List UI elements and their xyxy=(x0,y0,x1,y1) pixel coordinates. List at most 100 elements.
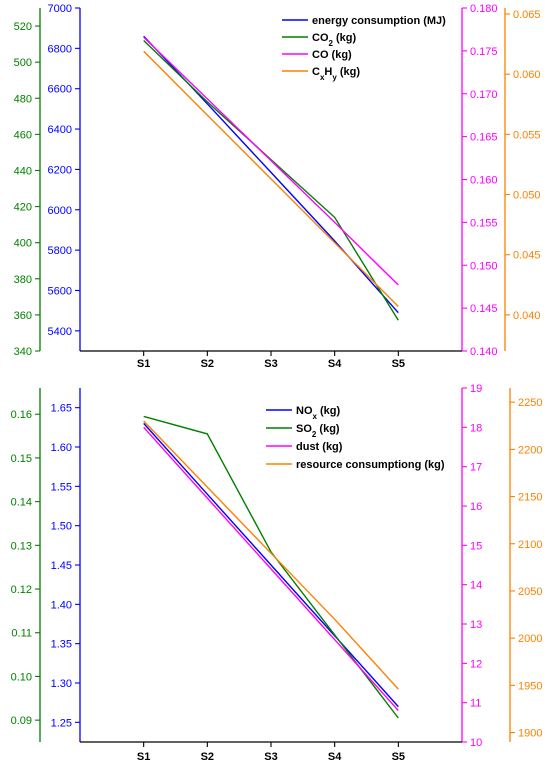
y-axis-co2: 340 360 380 400 420 440 460 480 500 520 xyxy=(14,8,41,358)
x-tick-label: S4 xyxy=(328,358,342,370)
y-tick-label: 400 xyxy=(14,238,32,250)
y-tick-label: 1.30 xyxy=(51,678,72,690)
series-line-4 xyxy=(143,50,399,307)
y-tick-label: 0.15 xyxy=(11,453,32,465)
y-tick-label: 460 xyxy=(14,129,32,141)
y-tick-label: 7000 xyxy=(48,3,72,15)
y-tick-label: 10 xyxy=(470,737,482,749)
y-tick-label: 18 xyxy=(470,422,482,434)
y-tick-label: 6800 xyxy=(48,43,72,55)
series-line-2 xyxy=(143,39,399,321)
x-tick-label: S2 xyxy=(201,358,214,370)
y-tick-label: 1.65 xyxy=(51,403,72,415)
y-tick-label: 1950 xyxy=(518,680,542,692)
y-axis-co: 0.140 0.145 0.150 0.155 0.160 0.165 0.170 0.175… xyxy=(461,3,498,358)
y-tick-label: 1900 xyxy=(518,728,542,740)
y-tick-label: 15 xyxy=(470,540,482,552)
legend-item-1: energy consumption (MJ) xyxy=(282,15,446,27)
y-tick-label: 5400 xyxy=(48,326,72,338)
y-axis-dust: 10 11 12 13 14 15 16 17 18 19 xyxy=(461,383,482,749)
y-tick-label: 6400 xyxy=(48,124,72,136)
series-line-4 xyxy=(143,420,399,690)
x-tick-label: S4 xyxy=(328,751,342,763)
y-tick-label: 2200 xyxy=(518,444,542,456)
legend: energy consumption (MJ) CO2 (kg)CO (kg) Cx… xyxy=(282,15,446,82)
y-axis-cxhy: 0.040 0.045 0.050 0.055 0.060 0.065 xyxy=(504,8,541,351)
x-tick-label: S1 xyxy=(137,751,150,763)
y-tick-label: 6000 xyxy=(48,205,72,217)
y-tick-label: 5600 xyxy=(48,285,72,297)
y-tick-label: 0.050 xyxy=(513,190,541,202)
y-tick-label: 0.065 xyxy=(513,9,541,21)
y-tick-label: 1.25 xyxy=(51,717,72,729)
y-tick-label: 16 xyxy=(470,501,482,513)
y-tick-label: 0.09 xyxy=(11,715,32,727)
x-tick-label: S1 xyxy=(137,358,150,370)
y-tick-label: 0.12 xyxy=(11,584,32,596)
legend-item-3: CO (kg) xyxy=(282,49,352,61)
y-tick-label: 13 xyxy=(470,619,482,631)
x-axis: S1 S2 S3 S4 S5 xyxy=(80,350,462,370)
x-tick-label: S5 xyxy=(392,751,405,763)
legend: NOx (kg) SO2 (kg) dust (kg) resource consum… xyxy=(266,405,445,471)
y-tick-label: 17 xyxy=(470,462,482,474)
x-tick-label: S5 xyxy=(392,358,405,370)
legend-label: resource consumptiong (kg) xyxy=(296,459,445,471)
y-tick-label: 0.160 xyxy=(470,175,498,187)
y-tick-label: 0.060 xyxy=(513,69,541,81)
y-tick-label: 11 xyxy=(470,698,481,710)
y-tick-label: 0.155 xyxy=(470,217,498,229)
legend-label: CxHy (kg) xyxy=(312,66,360,82)
legend-label: NOx (kg) xyxy=(296,405,341,421)
y-tick-label: 6200 xyxy=(48,164,72,176)
legend-label: energy consumption (MJ) xyxy=(312,15,446,27)
y-tick-label: 1.40 xyxy=(51,599,72,611)
y-tick-label: 0.14 xyxy=(11,497,32,509)
y-tick-label: 0.170 xyxy=(470,89,498,101)
y-tick-label: 2000 xyxy=(518,633,542,645)
series-line-3 xyxy=(143,426,399,711)
y-tick-label: 14 xyxy=(470,580,482,592)
legend-label: CO2 (kg) xyxy=(312,32,357,48)
chart-1: 340 360 380 400 420 440 460 480 500 520 5400 5600 58… xyxy=(14,3,541,370)
legend-item-4: CxHy (kg) xyxy=(282,66,360,82)
legend-label: dust (kg) xyxy=(296,441,343,453)
x-tick-label: S3 xyxy=(264,751,277,763)
legend-item-2: CO2 (kg) xyxy=(282,32,357,48)
y-axis-so2: 0.09 0.10 0.11 0.12 0.13 0.14 0.15 0.16 xyxy=(11,388,41,742)
x-tick-label: S2 xyxy=(201,751,214,763)
y-tick-label: 1.60 xyxy=(51,442,72,454)
y-tick-label: 2100 xyxy=(518,539,542,551)
legend-item-4: resource consumptiong (kg) xyxy=(266,459,445,471)
series-line-3 xyxy=(143,36,399,286)
legend-label: SO2 (kg) xyxy=(296,423,340,439)
y-tick-label: 1.50 xyxy=(51,521,72,533)
legend-label: CO (kg) xyxy=(312,49,352,61)
y-axis-nox: 1.25 1.30 1.35 1.40 1.45 1.50 1.55 1.60 1.65 xyxy=(51,388,81,742)
y-tick-label: 500 xyxy=(14,57,32,69)
y-tick-label: 12 xyxy=(470,658,482,670)
y-axis-resource: 1900 1950 2000 2050 2100 2150 2200 2250 xyxy=(509,388,542,742)
y-tick-label: 19 xyxy=(470,383,482,395)
y-tick-label: 0.175 xyxy=(470,46,498,58)
y-tick-label: 380 xyxy=(14,274,32,286)
y-tick-label: 0.045 xyxy=(513,250,541,262)
y-tick-label: 1.55 xyxy=(51,481,72,493)
legend-item-1: NOx (kg) xyxy=(266,405,341,421)
y-tick-label: 360 xyxy=(14,310,32,322)
y-tick-label: 0.055 xyxy=(513,129,541,141)
y-tick-label: 0.16 xyxy=(11,409,32,421)
y-tick-label: 0.145 xyxy=(470,303,498,315)
y-tick-label: 0.150 xyxy=(470,260,498,272)
y-tick-label: 0.165 xyxy=(470,132,498,144)
x-tick-label: S3 xyxy=(264,358,277,370)
y-tick-label: 0.10 xyxy=(11,671,32,683)
x-axis: S1 S2 S3 S4 S5 xyxy=(80,741,462,763)
y-tick-label: 2050 xyxy=(518,586,542,598)
y-tick-label: 0.040 xyxy=(513,310,541,322)
series-line-1 xyxy=(143,422,399,708)
legend-item-2: SO2 (kg) xyxy=(266,423,340,439)
y-tick-label: 6600 xyxy=(48,84,72,96)
chart-2: 0.09 0.10 0.11 0.12 0.13 0.14 0.15 0.16 1.25 1.30… xyxy=(11,383,543,763)
